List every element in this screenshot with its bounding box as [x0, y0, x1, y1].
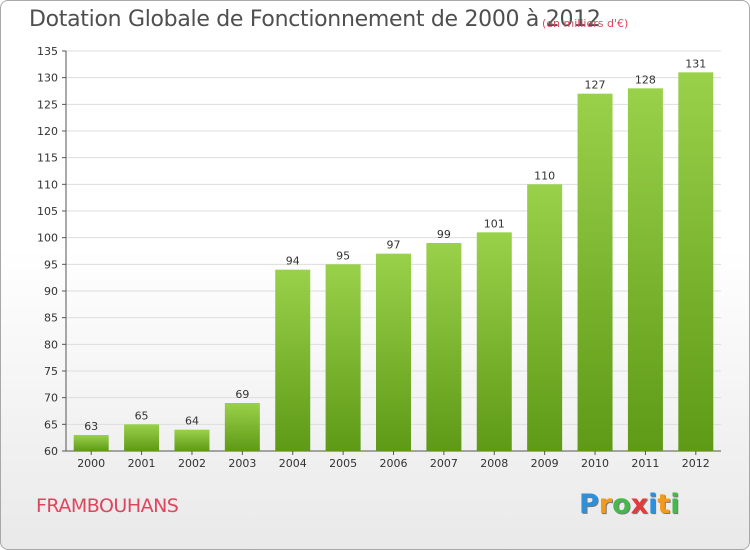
proxiti-logo: Proxiti — [579, 489, 680, 520]
bar-value-label: 128 — [635, 73, 656, 86]
y-tick-label: 115 — [37, 152, 58, 165]
x-tick-label: 2005 — [329, 457, 357, 470]
bars — [73, 72, 714, 452]
bar-2003 — [224, 403, 260, 451]
y-tick-label: 65 — [44, 418, 58, 431]
y-tick-label: 105 — [37, 205, 58, 218]
y-tick-label: 95 — [44, 258, 58, 271]
bar-2012 — [678, 72, 714, 451]
bar-value-label: 110 — [534, 169, 555, 182]
y-tick-label: 70 — [44, 392, 58, 405]
chart-subtitle: (en milliers d'€) — [542, 17, 629, 30]
bar-value-label: 63 — [84, 420, 98, 433]
chart-title: Dotation Globale de Fonctionnement de 20… — [29, 7, 601, 32]
x-tick-label: 2012 — [682, 457, 710, 470]
bar-value-label: 97 — [387, 239, 401, 252]
y-tick-label: 110 — [37, 178, 58, 191]
bar-2011 — [627, 88, 663, 451]
bar-2001 — [124, 424, 160, 451]
x-tick-label: 2002 — [178, 457, 206, 470]
bar-value-label: 99 — [437, 228, 451, 241]
y-tick-label: 80 — [44, 338, 58, 351]
bar-2002 — [174, 429, 210, 451]
bar-2005 — [325, 264, 361, 451]
x-tick-label: 2000 — [77, 457, 105, 470]
bar-value-label: 64 — [185, 415, 199, 428]
bar-2004 — [275, 269, 311, 451]
bar-2007 — [426, 243, 462, 451]
logo-letter: P — [579, 489, 599, 520]
logo-letter: r — [598, 489, 613, 520]
x-tick-label: 2003 — [228, 457, 256, 470]
y-tick-label: 125 — [37, 98, 58, 111]
x-tick-label: 2009 — [531, 457, 559, 470]
bar-value-label: 127 — [585, 79, 606, 92]
bar-value-label: 69 — [235, 388, 249, 401]
bar-value-label: 131 — [685, 57, 706, 70]
bar-2008 — [476, 232, 512, 451]
bar-value-label: 65 — [135, 409, 149, 422]
x-tick-label: 2010 — [581, 457, 609, 470]
bar-value-label: 95 — [336, 249, 350, 262]
commune-name: FRAMBOUHANS — [36, 495, 179, 517]
x-tick-label: 2008 — [480, 457, 508, 470]
logo-letter: i — [670, 489, 680, 520]
y-tick-label: 135 — [37, 45, 58, 58]
logo-letter: t — [657, 489, 671, 520]
bar-2000 — [73, 435, 109, 451]
x-tick-label: 2011 — [631, 457, 659, 470]
y-tick-label: 130 — [37, 72, 58, 85]
y-tick-label: 85 — [44, 312, 58, 325]
y-tick-label: 100 — [37, 232, 58, 245]
x-tick-label: 2006 — [380, 457, 408, 470]
y-tick-label: 90 — [44, 285, 58, 298]
x-tick-label: 2007 — [430, 457, 458, 470]
labels: 63 65 64 69 94 95 97 99 101 110 127 128 131 — [84, 57, 706, 433]
y-tick-label: 75 — [44, 365, 58, 378]
bar-2006 — [376, 253, 411, 451]
logo-letter: i — [648, 489, 658, 520]
bar-value-label: 94 — [286, 255, 300, 268]
x-tick-label: 2001 — [128, 457, 156, 470]
logo-letter: o — [612, 489, 631, 520]
logo-letter: x — [630, 489, 649, 520]
bar-value-label: 101 — [484, 217, 505, 230]
x-tick-label: 2004 — [279, 457, 307, 470]
bar-2010 — [577, 93, 613, 452]
y-tick-label: 60 — [44, 445, 58, 458]
bar-2009 — [527, 184, 563, 452]
y-tick-label: 120 — [37, 125, 58, 138]
